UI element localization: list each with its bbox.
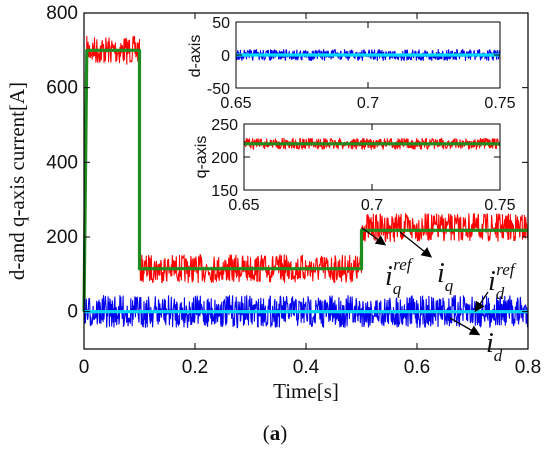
figure-caption: (a) [263, 421, 288, 445]
main-series-group [82, 35, 529, 329]
inset-d-y-tick-label: -50 [207, 81, 230, 98]
inset-q-ticks: 0.65 0.7 0.75 150 200 250 [211, 117, 515, 214]
main-series-iq [83, 35, 529, 312]
inset-d-x-tick-label: 0.7 [357, 95, 379, 112]
inset-q-y-tick-label: 200 [211, 150, 238, 167]
inset-q-x-tick-label: 0.65 [228, 197, 259, 214]
annotations: iqref iq idref id [361, 227, 517, 365]
main-x-tick-label: 0 [79, 357, 90, 378]
inset-d-series-group [235, 48, 501, 62]
id-ref-arrow [474, 291, 489, 313]
main-series-id [83, 295, 529, 329]
inset-q-x-tick-label: 0.75 [484, 197, 515, 214]
inset-d-ticks: 0.65 0.7 0.75 -50 0 50 [207, 15, 516, 112]
inset-d-y-tick-label: 0 [221, 48, 230, 65]
inset-q-axis-plot: 0.65 0.7 0.75 150 200 250 q-axis [193, 117, 516, 214]
id-ref-symbol: idref [488, 260, 517, 303]
inset-d-x-tick-label: 0.75 [484, 95, 515, 112]
main-y-tick-label: 0 [67, 302, 78, 323]
iq-ref-arrow [361, 227, 387, 246]
main-series-iq-ref [82, 48, 528, 312]
main-x-tick-label: 0.8 [515, 357, 541, 378]
inset-d-y-axis-label: d-axis [187, 35, 204, 78]
id-symbol: id [486, 328, 503, 365]
main-x-axis-label: Time[s] [273, 379, 339, 403]
main-x-tick-label: 0.4 [293, 357, 320, 378]
inset-d-x-tick-label: 0.65 [220, 95, 251, 112]
inset-q-background [244, 124, 500, 190]
main-y-tick-label: 400 [46, 152, 78, 173]
main-y-tick-label: 600 [46, 78, 78, 99]
main-y-tick-label: 800 [46, 3, 78, 24]
inset-q-y-tick-label: 150 [211, 183, 238, 200]
inset-q-series-group [243, 137, 501, 150]
iq-arrow [399, 231, 433, 258]
iq-ref-symbol: iqref [385, 255, 414, 298]
inset-d-y-tick-label: 50 [212, 15, 230, 32]
inset-q-y-tick-label: 250 [211, 117, 238, 134]
inset-d-axis-plot: 0.65 0.7 0.75 -50 0 50 d-axis [187, 15, 516, 112]
inset-q-y-axis-label: q-axis [193, 136, 210, 179]
main-y-tick-label: 200 [46, 227, 78, 248]
id-arrow [449, 317, 481, 336]
main-plot: 0 0.2 0.4 0.6 0.8 0 200 400 600 800 Time[s] d-and… [5, 3, 541, 403]
iq-symbol: iq [437, 258, 454, 295]
main-ticks: 0 0.2 0.4 0.6 0.8 0 200 400 600 800 [46, 3, 541, 378]
main-y-axis-label: d-and q-axis current[A] [5, 82, 29, 280]
inset-q-x-tick-label: 0.7 [361, 197, 383, 214]
main-x-tick-label: 0.6 [404, 357, 430, 378]
main-x-tick-label: 0.2 [182, 357, 208, 378]
